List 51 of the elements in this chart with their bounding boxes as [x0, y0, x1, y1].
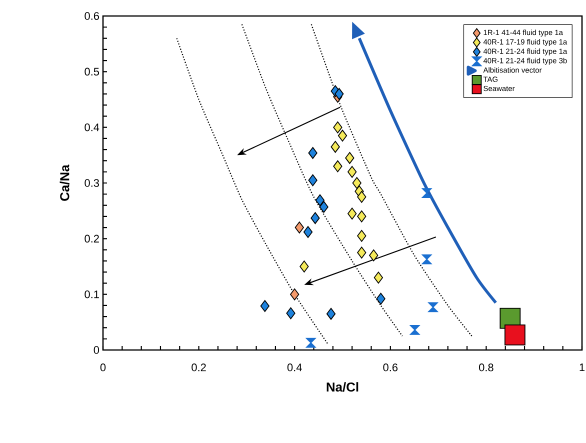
y-tick-label: 0.1: [84, 290, 99, 298]
point: [294, 222, 304, 234]
point: [306, 338, 316, 348]
point: [428, 302, 438, 312]
point: [326, 308, 336, 320]
point: [310, 212, 320, 224]
point: [260, 300, 270, 312]
y-tick-label: 0: [94, 346, 100, 354]
point: [357, 190, 366, 203]
point: [334, 88, 344, 100]
x-tick-label: 0.6: [383, 364, 398, 372]
point: [286, 307, 296, 320]
x-tick-label: 0.8: [479, 364, 494, 372]
point: [374, 272, 383, 284]
point: [504, 324, 526, 346]
y-tick-label: 0.5: [84, 68, 100, 76]
x-tick-label: 0.2: [192, 364, 206, 372]
point: [308, 174, 318, 186]
point: [300, 260, 309, 272]
y-tick-label: 0.6: [84, 12, 99, 20]
point: [319, 200, 328, 213]
point: [348, 208, 357, 220]
point: [352, 177, 362, 189]
point: [315, 194, 325, 206]
x-tick-label: 1: [580, 364, 585, 372]
point: [338, 130, 348, 142]
point: [303, 226, 313, 238]
point: [410, 325, 420, 335]
point: [333, 160, 342, 172]
point: [290, 288, 300, 300]
point: [345, 152, 354, 164]
point: [330, 140, 340, 153]
y-tick-label: 0.2: [84, 234, 99, 243]
y-tick-label: 0.4: [84, 123, 100, 132]
line-series: [176, 38, 329, 346]
point: [357, 246, 366, 259]
point: [357, 230, 366, 242]
point: [357, 210, 366, 222]
x-axis-title: Na/Cl: [326, 382, 358, 392]
point: [376, 292, 386, 305]
point: [333, 121, 342, 134]
x-tick-label: 0: [100, 364, 106, 372]
point: [422, 254, 432, 264]
y-axis-title: Ca/Na: [60, 164, 70, 201]
line-series: [310, 24, 472, 337]
point: [348, 166, 357, 178]
x-tick-label: 0.4: [287, 364, 302, 372]
y-tick-label: 0.3: [84, 179, 99, 187]
point: [422, 188, 432, 198]
point: [369, 249, 378, 262]
point: [308, 146, 318, 159]
